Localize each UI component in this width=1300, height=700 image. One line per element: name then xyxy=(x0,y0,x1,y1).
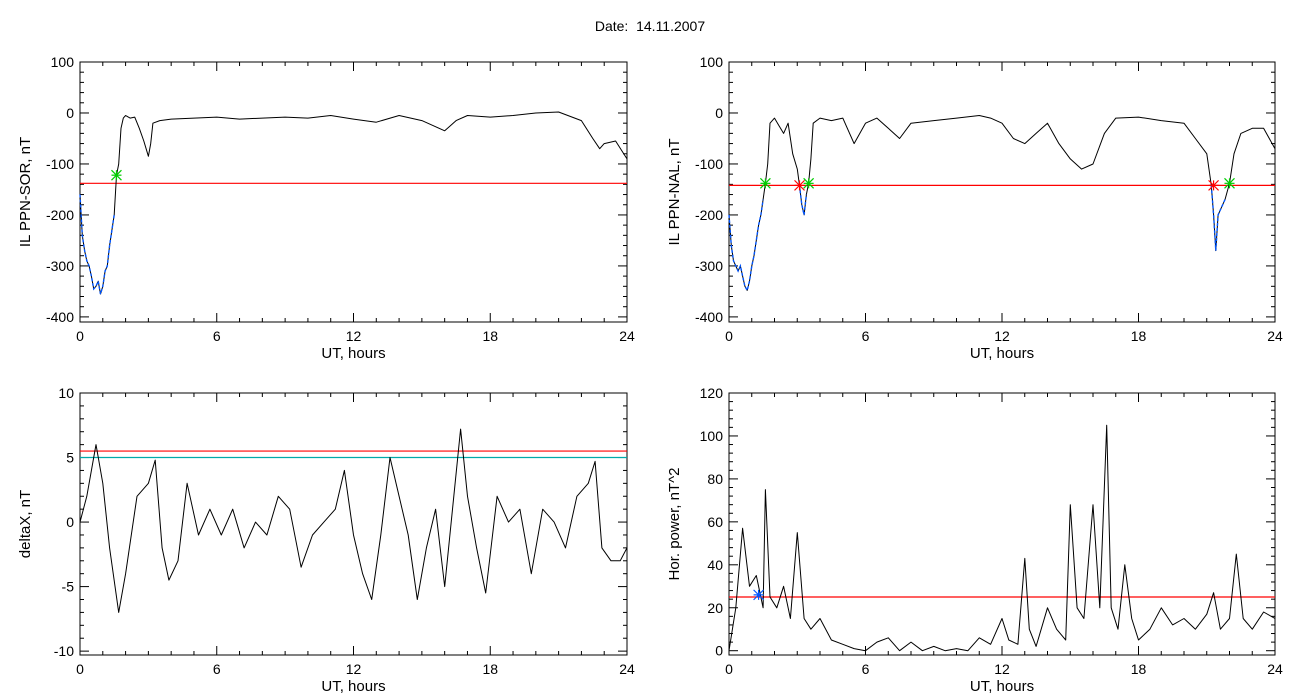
x-tick-label: 24 xyxy=(1267,661,1283,677)
y-tick-label: 60 xyxy=(707,514,723,530)
x-tick-label: 6 xyxy=(213,661,221,677)
x-tick-label: 18 xyxy=(1131,661,1147,677)
series-line xyxy=(79,428,628,613)
figure-title: Date: 14.11.2007 xyxy=(594,18,706,34)
y-axis-title: Hor. power, nT^2 xyxy=(666,468,683,581)
x-tick-label: 0 xyxy=(76,661,84,677)
y-tick-label: 100 xyxy=(700,54,724,70)
x-tick-label: 18 xyxy=(482,328,498,344)
x-axis-title: UT, hours xyxy=(970,678,1034,695)
y-tick-label: 0 xyxy=(715,643,723,659)
y-tick-label: -100 xyxy=(695,156,723,172)
green-cross-marker xyxy=(1224,177,1235,189)
x-tick-label: 18 xyxy=(1131,328,1147,344)
y-tick-label: -10 xyxy=(54,643,74,659)
y-tick-label: 40 xyxy=(707,557,723,573)
panel-2: 0 6 12 18 24 -400 -300 -200 -100 0 100 UT, hours IL … xyxy=(666,54,1283,362)
y-tick-label: 0 xyxy=(66,105,74,121)
panel-4: 0 6 12 18 24 0 20 40 60 80 100 120 UT, hours Hor. pow… xyxy=(666,385,1283,695)
y-tick-label: -100 xyxy=(46,156,74,172)
x-axis-title: UT, hours xyxy=(970,345,1034,362)
x-tick-label: 24 xyxy=(619,328,635,344)
red-cross-marker xyxy=(1208,179,1219,191)
x-axis-title: UT, hours xyxy=(321,678,385,695)
series-line xyxy=(728,115,1276,291)
plot-frame xyxy=(728,61,1276,323)
y-tick-label: 80 xyxy=(707,471,723,487)
x-tick-label: 0 xyxy=(76,328,84,344)
blue-cross-marker xyxy=(753,589,764,601)
y-tick-label: 10 xyxy=(58,385,74,401)
below-threshold-segment xyxy=(1210,185,1226,251)
series-line xyxy=(79,111,628,295)
x-tick-label: 6 xyxy=(862,328,870,344)
series-line xyxy=(728,424,1276,652)
y-tick-label: 120 xyxy=(700,385,724,401)
y-tick-label: 0 xyxy=(715,105,723,121)
x-tick-label: 0 xyxy=(725,661,733,677)
y-tick-label: -400 xyxy=(695,309,723,325)
x-tick-label: 12 xyxy=(346,661,362,677)
y-axis-title: IL PPN-NAL, nT xyxy=(666,139,683,246)
y-tick-label: -300 xyxy=(46,258,74,274)
green-cross-marker xyxy=(111,169,122,181)
plot-frame xyxy=(79,61,628,323)
y-tick-label: 0 xyxy=(66,514,74,530)
y-tick-label: 20 xyxy=(707,600,723,616)
x-axis-title: UT, hours xyxy=(321,345,385,362)
y-tick-label: -300 xyxy=(695,258,723,274)
panel-3: 0 6 12 18 24 -10 -5 0 5 10 UT, hours deltaX, nT xyxy=(17,385,635,695)
x-tick-label: 12 xyxy=(346,328,362,344)
below-threshold-segment xyxy=(798,185,808,216)
below-threshold-segment xyxy=(728,199,764,293)
x-tick-label: 24 xyxy=(619,661,635,677)
x-tick-label: 24 xyxy=(1267,328,1283,344)
x-tick-label: 12 xyxy=(994,328,1010,344)
y-tick-label: -400 xyxy=(46,309,74,325)
y-tick-label: 100 xyxy=(700,428,724,444)
y-tick-label: -200 xyxy=(695,207,723,223)
below-threshold-segment xyxy=(79,194,115,295)
y-tick-label: -5 xyxy=(62,579,75,595)
y-tick-label: 100 xyxy=(51,54,75,70)
y-tick-label: -200 xyxy=(46,207,74,223)
x-tick-label: 12 xyxy=(994,661,1010,677)
y-axis-title: IL PPN-SOR, nT xyxy=(17,137,34,247)
x-tick-label: 6 xyxy=(213,328,221,344)
red-cross-marker xyxy=(794,179,805,191)
green-cross-marker xyxy=(803,177,815,189)
plot-frame xyxy=(728,392,1276,656)
x-tick-label: 0 xyxy=(725,328,733,344)
y-axis-title: deltaX, nT xyxy=(17,490,34,558)
x-tick-label: 18 xyxy=(482,661,498,677)
plot-frame xyxy=(79,392,628,656)
x-tick-label: 6 xyxy=(862,661,870,677)
y-tick-label: 5 xyxy=(66,450,74,466)
panel-1: 0 6 12 18 24 -400 -300 -200 -100 0 100 UT, hours IL … xyxy=(17,54,635,362)
green-cross-marker xyxy=(759,177,771,189)
